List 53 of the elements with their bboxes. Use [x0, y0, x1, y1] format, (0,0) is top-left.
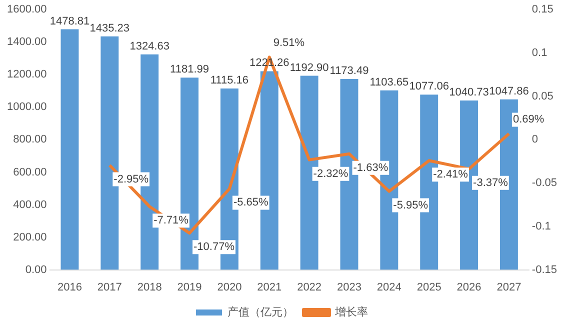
data-label: -7.71% — [154, 214, 189, 227]
y-tick-label: 800.00 — [13, 134, 47, 146]
legend-label: 增长率 — [334, 306, 368, 319]
x-tick-label: 2016 — [57, 281, 82, 294]
x-tick-label: 2024 — [376, 281, 402, 294]
y-tick-label: 1400.00 — [6, 36, 47, 48]
x-tick-label: 2020 — [217, 281, 242, 294]
data-label: 9.51% — [273, 37, 305, 50]
y2-tick-label: 0.1 — [532, 47, 548, 59]
y2-tick-label: 0.05 — [532, 90, 554, 102]
data-label: 1478.81 — [50, 15, 90, 28]
x-tick-label: 2019 — [177, 281, 202, 294]
y2-tick-label: -0.15 — [532, 264, 558, 276]
data-label: 1115.16 — [210, 74, 249, 86]
data-label: -1.63% — [353, 162, 388, 174]
legend-label: 产值（亿元） — [228, 306, 294, 319]
y2-tick-label: 0.15 — [532, 4, 554, 16]
x-tick-label: 2026 — [456, 281, 482, 294]
data-label: -2.95% — [114, 173, 149, 186]
y-tick-label: 1600.00 — [6, 4, 47, 16]
data-label: 1040.73 — [449, 86, 489, 99]
data-label: -2.41% — [433, 168, 468, 181]
x-tick-label: 2018 — [137, 281, 162, 294]
y-tick-label: 200.00 — [13, 231, 47, 244]
y2-tick-label: 0 — [532, 134, 538, 146]
data-label: -5.65% — [233, 196, 269, 209]
x-tick-label: 2025 — [416, 281, 442, 294]
y-tick-label: 1000.00 — [6, 101, 47, 114]
x-tick-label: 2022 — [297, 281, 322, 294]
data-label: 1435.23 — [90, 22, 130, 34]
y-tick-label: 400.00 — [13, 198, 47, 211]
y-tick-label: 0.00 — [25, 264, 47, 276]
data-label: 1077.06 — [409, 80, 449, 93]
x-tick-label: 2021 — [257, 281, 282, 294]
data-label: 1192.90 — [290, 62, 329, 74]
data-label: 1173.49 — [330, 64, 369, 77]
bar — [60, 29, 79, 270]
y2-tick-label: -0.1 — [532, 220, 551, 232]
data-label: 1103.65 — [370, 76, 409, 88]
y-tick-label: 600.00 — [13, 166, 47, 178]
data-label: -2.32% — [313, 168, 348, 180]
data-label: 1324.63 — [130, 40, 170, 52]
data-label: 1047.86 — [489, 85, 529, 98]
x-tick-label: 2027 — [496, 281, 522, 294]
y-tick-label: 1200.00 — [6, 68, 47, 81]
x-tick-label: 2017 — [97, 281, 122, 294]
data-label: 0.69% — [512, 114, 544, 126]
data-label: -3.37% — [473, 176, 508, 189]
x-tick-label: 2023 — [337, 281, 362, 294]
data-label: -5.95% — [393, 199, 428, 212]
data-label: 1181.99 — [170, 64, 209, 76]
y2-tick-label: -0.05 — [532, 177, 558, 190]
data-label: -10.77% — [194, 241, 235, 254]
